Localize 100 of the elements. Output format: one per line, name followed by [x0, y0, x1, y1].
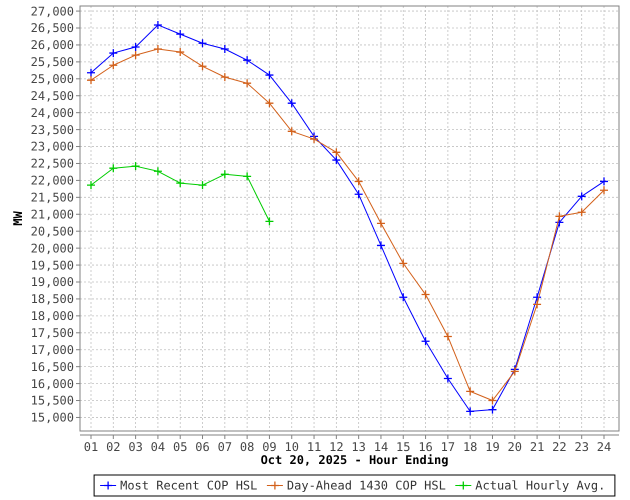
- x-tick-label: 05: [172, 440, 188, 454]
- x-tick-label: 20: [508, 440, 522, 454]
- point: [220, 44, 230, 54]
- point: [176, 29, 185, 39]
- point: [420, 290, 430, 300]
- x-axis-title: Oct 20, 2025 - Hour Ending: [260, 453, 448, 468]
- point: [176, 47, 185, 57]
- y-tick-label: 17,500: [30, 326, 74, 340]
- point: [577, 208, 586, 217]
- y-tick-label: 15,500: [30, 394, 74, 408]
- point: [488, 405, 498, 414]
- point: [532, 300, 542, 309]
- x-tick-label: 18: [462, 440, 478, 454]
- point: [264, 216, 274, 226]
- legend-label: Most Recent COP HSL: [120, 478, 258, 493]
- y-tick-label: 22,500: [30, 156, 74, 171]
- point: [577, 192, 586, 201]
- y-tick-label: 23,000: [30, 140, 74, 154]
- point: [153, 166, 163, 176]
- point: [332, 155, 341, 165]
- point: [264, 98, 274, 108]
- point: [242, 78, 252, 88]
- x-tick-label: 17: [440, 440, 456, 454]
- point: [176, 178, 185, 188]
- point: [466, 406, 475, 416]
- point: [599, 186, 609, 195]
- point: [130, 50, 140, 60]
- point: [443, 332, 453, 342]
- x-tick-label: 02: [106, 440, 121, 454]
- point: [287, 126, 296, 136]
- y-tick-label: 24,000: [30, 106, 74, 120]
- y-tick-label: 20,000: [30, 241, 74, 256]
- y-tick-label: 24,500: [30, 88, 74, 103]
- x-tick-label: 14: [374, 440, 388, 454]
- point: [309, 134, 319, 144]
- x-tick-label: 11: [306, 440, 322, 454]
- point: [198, 180, 208, 190]
- legend-label: Actual Hourly Avg.: [475, 478, 606, 493]
- x-tick-label: 21: [530, 440, 544, 454]
- point: [376, 240, 386, 250]
- point: [354, 176, 364, 186]
- point: [599, 176, 609, 186]
- point: [398, 292, 408, 302]
- y-tick-label: 16,500: [30, 360, 74, 374]
- x-tick-label: 15: [396, 440, 410, 454]
- y-tick-label: 25,000: [30, 72, 74, 86]
- point: [86, 180, 96, 190]
- point: [220, 72, 230, 82]
- point: [466, 386, 475, 396]
- x-tick-label: 04: [150, 440, 166, 454]
- point: [108, 164, 118, 173]
- point: [153, 20, 163, 30]
- point: [130, 42, 140, 52]
- y-tick-label: 19,000: [30, 275, 74, 290]
- point: [488, 396, 498, 406]
- x-tick-label: 08: [240, 440, 254, 454]
- point: [108, 60, 118, 70]
- y-axis-title: MW: [11, 210, 26, 226]
- point: [198, 62, 208, 71]
- x-tick-label: 12: [329, 440, 344, 454]
- point: [198, 38, 208, 48]
- point: [376, 218, 386, 228]
- x-tick-label: 06: [195, 440, 210, 454]
- y-tick-label: 19,500: [30, 258, 74, 272]
- y-tick-label: 18,000: [30, 309, 74, 324]
- y-tick-label: 26,000: [30, 38, 74, 52]
- y-tick-label: 25,500: [30, 55, 74, 70]
- y-tick-label: 17,000: [30, 342, 74, 357]
- y-tick-label: 15,000: [30, 410, 74, 425]
- point: [153, 44, 163, 54]
- point: [242, 172, 252, 181]
- point: [443, 374, 453, 384]
- y-tick-label: 27,000: [30, 4, 74, 18]
- y-tick-label: 22,000: [30, 174, 74, 188]
- point: [398, 258, 408, 268]
- point: [86, 76, 96, 85]
- point: [220, 170, 230, 179]
- point: [332, 148, 341, 157]
- y-tick-label: 20,500: [30, 224, 74, 238]
- x-tick-label: 22: [552, 440, 567, 454]
- point: [554, 218, 564, 228]
- point: [354, 190, 364, 199]
- point: [130, 162, 140, 171]
- x-tick-label: 19: [485, 440, 500, 454]
- x-tick-label: 16: [418, 440, 433, 454]
- x-tick-label: 24: [596, 440, 612, 454]
- y-tick-label: 16,000: [30, 376, 74, 391]
- y-tick-label: 26,500: [30, 21, 74, 36]
- y-tick-label: 23,500: [30, 122, 74, 137]
- x-tick-label: 09: [262, 440, 277, 454]
- point: [420, 336, 430, 346]
- x-tick-label: 23: [574, 440, 589, 454]
- x-tick-label: 01: [84, 440, 98, 454]
- point: [554, 212, 564, 221]
- legend-label: Day-Ahead 1430 COP HSL: [286, 478, 446, 493]
- point: [108, 48, 118, 58]
- y-tick-label: 21,500: [30, 190, 74, 205]
- point: [86, 68, 96, 78]
- point: [532, 292, 542, 302]
- point: [242, 56, 252, 65]
